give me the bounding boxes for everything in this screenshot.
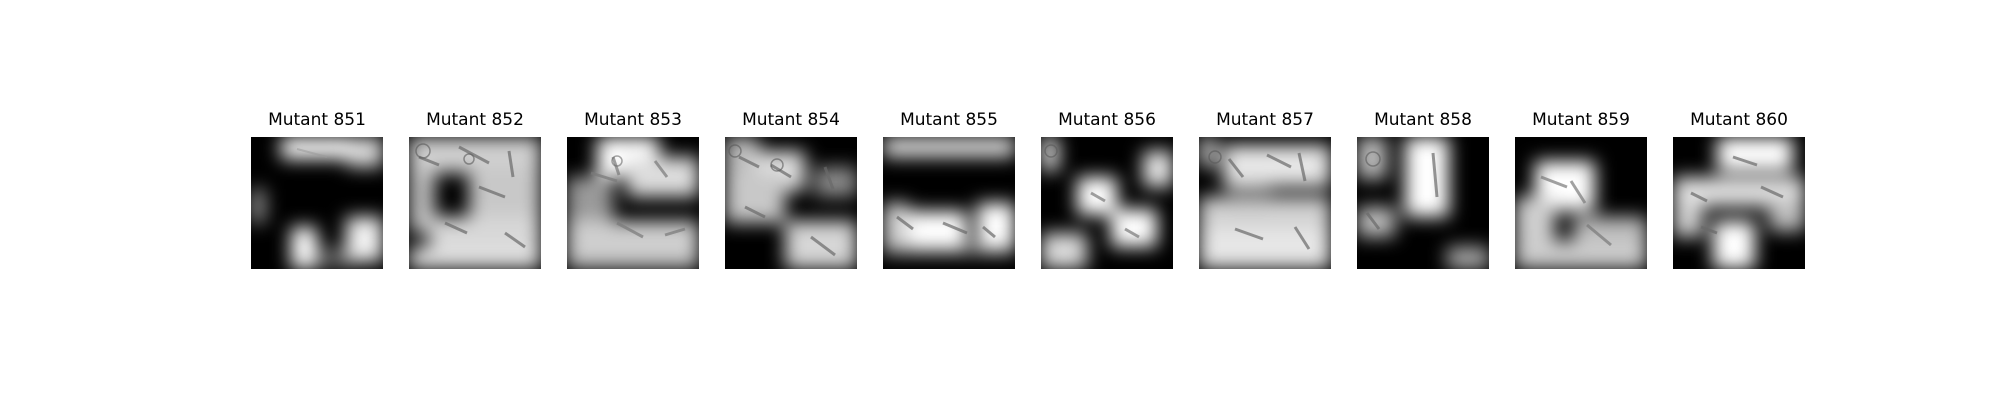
panel-title: Mutant 854 xyxy=(742,110,840,130)
panel-title: Mutant 860 xyxy=(1690,110,1788,130)
panel-image xyxy=(409,137,541,269)
panel-title: Mutant 856 xyxy=(1058,110,1156,130)
panel-title: Mutant 851 xyxy=(268,110,366,130)
panel-title: Mutant 853 xyxy=(584,110,682,130)
panel-title: Mutant 855 xyxy=(900,110,998,130)
panel-title: Mutant 852 xyxy=(426,110,524,130)
panel-title: Mutant 859 xyxy=(1532,110,1630,130)
panel-image xyxy=(883,137,1015,269)
panel-image xyxy=(1515,137,1647,269)
panel-image xyxy=(567,137,699,269)
panel-image xyxy=(1199,137,1331,269)
panel-image xyxy=(1041,137,1173,269)
panel-title: Mutant 857 xyxy=(1216,110,1314,130)
panel-image xyxy=(725,137,857,269)
panel-image xyxy=(251,137,383,269)
panel-image xyxy=(1357,137,1489,269)
panel-image xyxy=(1673,137,1805,269)
panel-title: Mutant 858 xyxy=(1374,110,1472,130)
